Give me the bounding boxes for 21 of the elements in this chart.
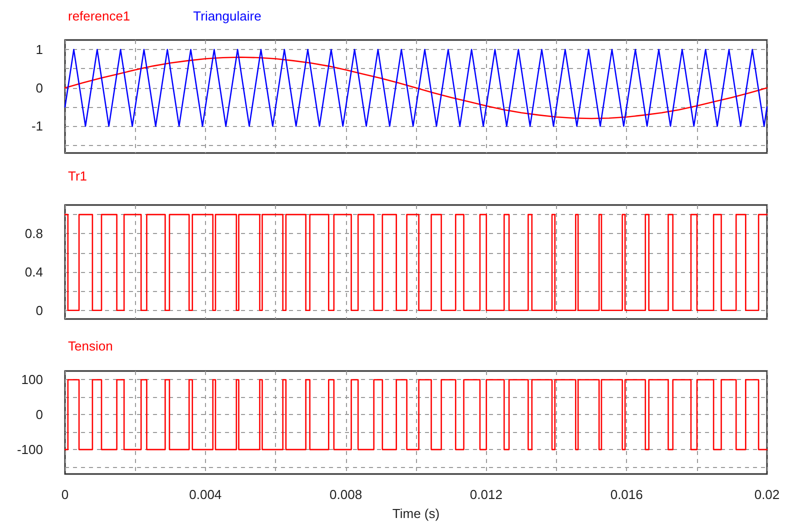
y-tick-label: 100 — [21, 372, 43, 388]
x-tick-label: 0.008 — [330, 487, 362, 502]
x-tick-label: 0.004 — [189, 487, 222, 502]
x-axis-title: Time (s) — [392, 506, 440, 521]
text: Triangulaire — [193, 8, 262, 24]
y-tick-label: 1 — [36, 42, 43, 58]
line-series — [64, 56, 768, 120]
x-tick-label: 0.02 — [754, 487, 780, 502]
x-tick-label: 0 — [61, 487, 69, 502]
text: Tr1 — [68, 168, 88, 184]
y-tick-label: 0.4 — [24, 264, 43, 280]
x-tick-label: 0.012 — [470, 487, 502, 502]
x-tick-label: 0.016 — [610, 487, 643, 502]
y-tick-label: 0 — [36, 302, 43, 318]
y-tick-label: -100 — [16, 442, 43, 458]
text: reference1 — [68, 8, 130, 24]
y-tick-label: 0 — [36, 80, 43, 96]
text: Tension — [68, 338, 113, 354]
y-tick-label: 0.8 — [24, 226, 43, 242]
y-tick-label: -1 — [31, 118, 43, 134]
y-tick-label: 0 — [36, 407, 43, 422]
